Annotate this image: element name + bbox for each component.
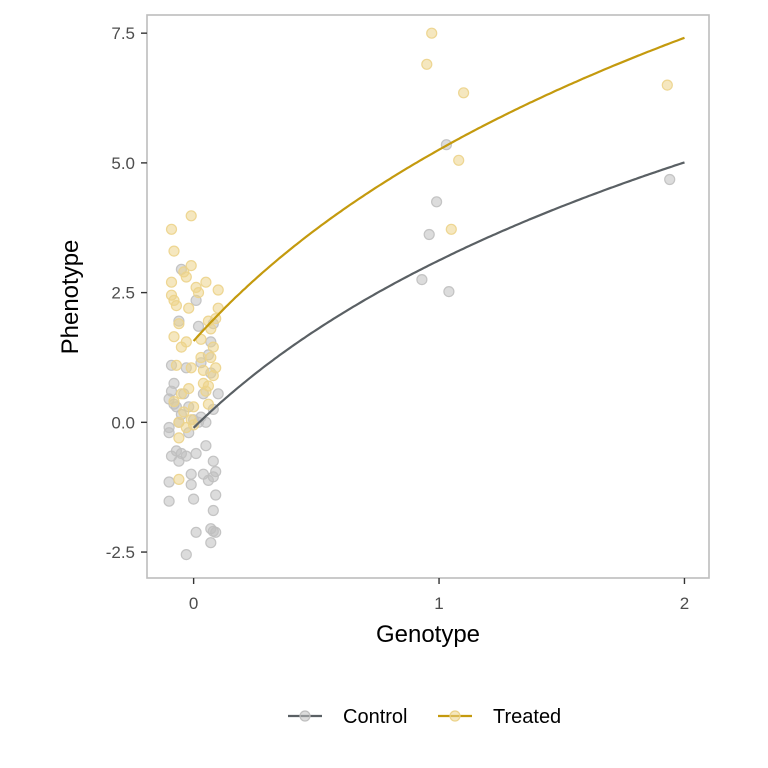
data-point-treated-1 [168,245,180,257]
y-axis: -2.5 0.0 2.5 5.0 7.5 [106,24,147,562]
data-point-control-44 [207,455,219,467]
fit-line-control [192,161,685,429]
data-point-control-43 [210,466,222,478]
data-point-control-39 [210,526,222,538]
data-point-treated-21 [183,302,195,314]
data-point-control-26 [190,447,202,460]
legend-point [449,710,461,722]
data-point-control-31 [192,320,205,332]
x-axis: 0 1 2 [189,578,689,613]
data-point-treated-9 [170,359,182,371]
data-point-control-57 [431,196,443,208]
data-point-control-22 [185,479,197,491]
data-point-control-12 [163,495,175,507]
data-point-treated-37 [207,341,219,353]
legend-label: Treated [493,706,561,728]
data-point-control-60 [664,173,676,186]
data-point-treated-40 [210,362,222,374]
data-point-control-55 [416,274,428,286]
data-point-control-10 [180,450,192,462]
data-point-treated-33 [202,398,214,410]
data-point-control-11 [163,476,175,488]
data-point-control-56 [423,228,435,241]
data-point-treated-19 [185,210,197,222]
panel-border [146,14,710,579]
data-point-treated-48 [426,27,438,39]
y-axis-title: Phenotype [57,240,84,355]
legend-label: Control [343,706,407,728]
data-point-control-53 [168,377,180,389]
data-point-control-33 [200,440,212,452]
data-point-control-37 [205,537,217,549]
data-point-treated-30 [195,351,207,364]
data-point-treated-7 [173,318,185,330]
data-point-control-5 [163,427,175,439]
y-tick-label: 5.0 [111,154,135,173]
data-point-control-46 [212,388,224,400]
data-point-control-23 [188,493,200,505]
data-point-treated-47 [421,58,433,70]
y-tick-label: 7.5 [111,24,135,43]
data-point-control-59 [443,286,455,298]
data-point-treated-26 [188,419,200,431]
data-point-control-25 [190,526,202,538]
y-tick-label: -2.5 [106,543,135,562]
data-point-treated-18 [180,271,192,283]
data-point-control-21 [185,468,197,480]
y-tick-label: 0.0 [111,413,135,432]
data-point-treated-28 [192,287,205,299]
legend-item-control: Control [288,706,407,728]
data-point-treated-52 [661,79,673,91]
fit-line-treated [192,36,685,342]
legend: Control Treated [288,706,561,728]
data-point-control-41 [210,489,222,501]
x-tick-label: 0 [189,594,198,613]
data-point-treated-46 [188,401,200,413]
data-point-treated-20 [185,260,197,272]
data-point-treated-45 [197,364,209,376]
data-point-treated-2 [165,276,178,288]
data-point-treated-41 [212,284,224,296]
data-point-treated-0 [165,223,178,235]
data-point-treated-16 [173,473,185,485]
data-point-treated-51 [458,87,470,99]
data-point-treated-34 [200,276,212,288]
data-point-treated-50 [453,154,465,166]
x-tick-label: 1 [434,594,443,613]
fit-lines [192,36,685,429]
legend-item-treated: Treated [438,706,561,728]
x-tick-label: 2 [680,594,689,613]
data-point-treated-22 [180,336,192,348]
data-point-treated-12 [178,406,190,418]
legend-point [299,710,311,722]
data-point-treated-49 [445,223,457,235]
data-point-treated-23 [185,362,197,374]
data-point-control-40 [207,504,219,517]
data-point-treated-15 [173,432,185,444]
y-tick-label: 2.5 [111,284,135,303]
data-point-treated-44 [202,380,214,392]
data-point-treated-5 [170,300,182,312]
data-point-control-24 [180,548,192,561]
x-axis-title: Genotype [376,621,480,648]
data-point-treated-11 [168,396,180,408]
data-point-treated-38 [205,351,217,364]
data-point-treated-24 [183,383,195,395]
data-point-treated-6 [168,331,180,343]
